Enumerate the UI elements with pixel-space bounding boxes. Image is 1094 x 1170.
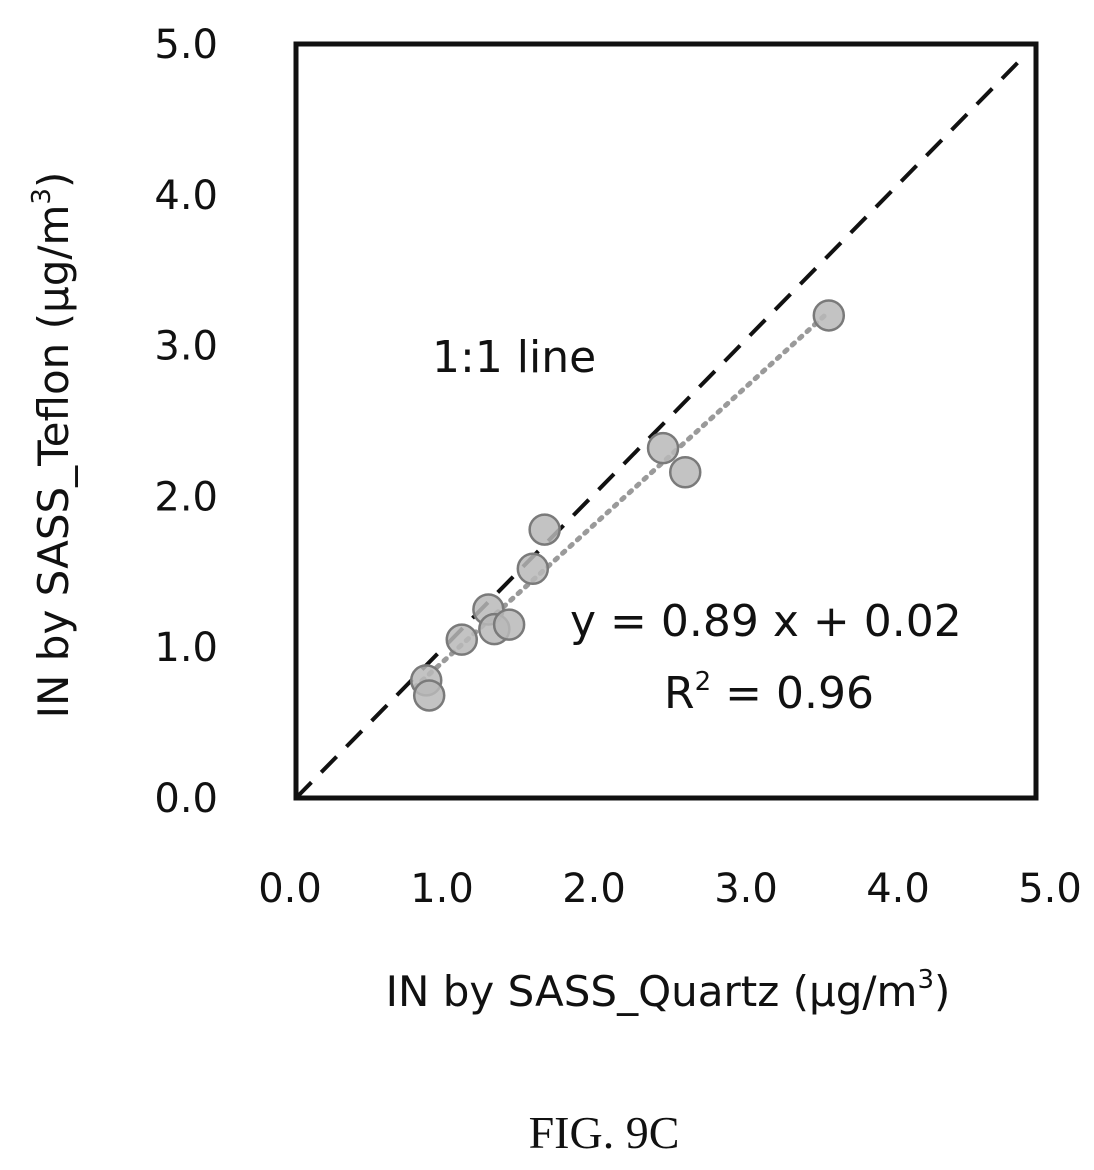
figure-caption: FIG. 9C	[529, 1107, 680, 1158]
data-point	[445, 623, 479, 656]
data-point	[516, 552, 550, 586]
data-point	[492, 608, 526, 641]
one-to-one-label: 1:1 line	[432, 332, 596, 383]
x-tick-label: 0.0	[258, 866, 322, 912]
data-point	[668, 456, 702, 489]
data-point	[528, 513, 561, 546]
x-tick-label: 1.0	[410, 866, 474, 912]
scatter-plot: 0.0 1.0 2.0 3.0 4.0 5.0 0.0 1.0 2.0 3.0 4.0 5.0 1:…	[154, 22, 1081, 912]
y-tick-label: 4.0	[154, 173, 218, 219]
data-point	[812, 299, 846, 332]
x-axis-label: IN by SASS_Quartz (μg/m3)	[386, 965, 951, 1016]
y-axis-ticks: 0.0 1.0 2.0 3.0 4.0 5.0	[154, 22, 218, 822]
y-tick-label: 1.0	[154, 625, 218, 671]
one-to-one-line	[294, 57, 1023, 800]
x-tick-label: 3.0	[714, 866, 778, 912]
y-axis-label: IN by SASS_Teflon (μg/m3)	[27, 172, 78, 719]
y-tick-label: 5.0	[154, 22, 218, 68]
x-tick-label: 2.0	[562, 866, 626, 912]
regression-equation: y = 0.89 x + 0.02	[570, 596, 962, 647]
y-tick-label: 0.0	[154, 776, 218, 822]
x-tick-label: 5.0	[1018, 866, 1082, 912]
data-point	[646, 431, 680, 465]
x-tick-label: 4.0	[866, 866, 930, 912]
x-axis-ticks: 0.0 1.0 2.0 3.0 4.0 5.0	[258, 866, 1082, 912]
y-tick-label: 3.0	[154, 324, 218, 370]
data-points	[409, 299, 846, 712]
plot-frame	[293, 41, 1039, 801]
r-squared-label: R2 = 0.96	[664, 667, 874, 719]
data-point	[412, 679, 446, 712]
y-tick-label: 2.0	[154, 474, 218, 520]
